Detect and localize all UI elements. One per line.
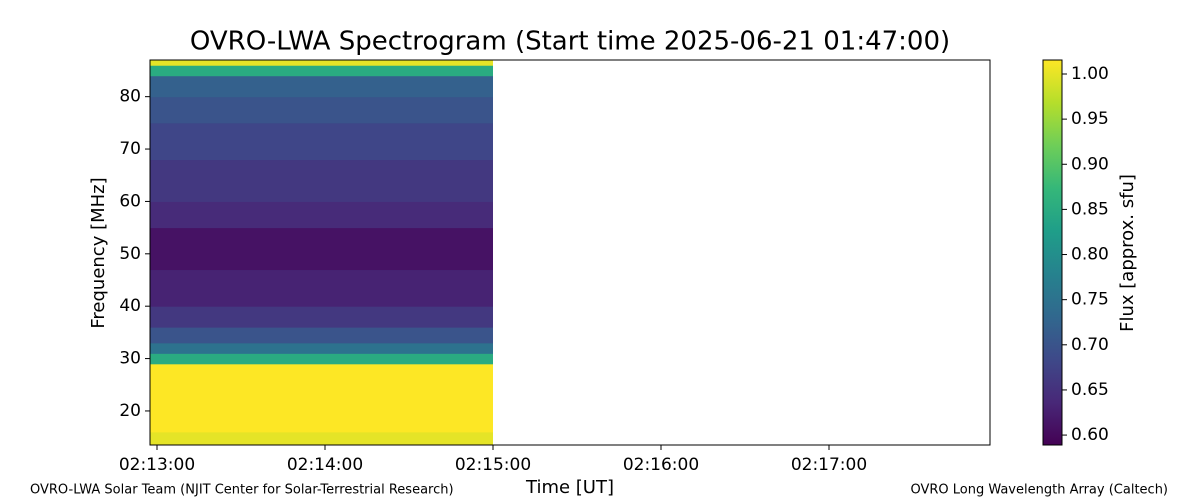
- x-tick-label: 02:14:00: [287, 455, 363, 475]
- spectrogram-cell: [150, 65, 493, 77]
- plot-frame: [149, 59, 991, 446]
- y-tick-label: 80: [119, 87, 141, 107]
- x-tick-label: 02:16:00: [623, 455, 699, 475]
- colorbar-tick-label: 0.60: [1071, 425, 1109, 445]
- spectrogram-cell: [150, 201, 493, 229]
- x-tick-label: 02:17:00: [791, 455, 867, 475]
- spectrogram-cell: [150, 227, 493, 271]
- y-tick-label: 60: [119, 191, 141, 211]
- footer-right: OVRO Long Wavelength Array (Caltech): [910, 483, 1168, 498]
- colorbar-tick-label: 0.95: [1071, 109, 1109, 129]
- colorbar-tick-label: 0.90: [1071, 154, 1109, 174]
- spectrogram-cell: [150, 269, 493, 307]
- spectrogram-cell: [150, 306, 493, 328]
- colorbar-label: Flux [approx. sfu]: [1117, 174, 1138, 332]
- spectrogram-cell: [150, 342, 493, 354]
- x-tick-label: 02:13:00: [119, 455, 195, 475]
- y-tick-label: 20: [119, 401, 141, 421]
- colorbar-tick-label: 0.75: [1071, 290, 1109, 310]
- y-axis-label: Frequency [MHz]: [88, 177, 109, 328]
- colorbar-tick-label: 1.00: [1071, 64, 1109, 84]
- spectrogram-cell: [150, 353, 493, 365]
- spectrogram-cell: [150, 122, 493, 161]
- colorbar-tick-label: 0.70: [1071, 335, 1109, 355]
- spectrogram-cell: [150, 431, 493, 446]
- y-tick-label: 50: [119, 244, 141, 264]
- spectrogram-cell: [150, 327, 493, 344]
- colorbar-tick-label: 0.80: [1071, 245, 1109, 265]
- x-tick-label: 02:15:00: [455, 455, 531, 475]
- colorbar-tick-label: 0.65: [1071, 380, 1109, 400]
- spectrogram-cell: [150, 159, 493, 202]
- footer-left: OVRO-LWA Solar Team (NJIT Center for Sol…: [30, 483, 454, 498]
- y-tick-label: 40: [119, 296, 141, 316]
- spectrogram-cell: [150, 96, 493, 124]
- y-tick-label: 70: [119, 139, 141, 159]
- spectrogram-cell: [150, 363, 493, 433]
- chart-title: OVRO-LWA Spectrogram (Start time 2025-06…: [190, 27, 950, 57]
- spectrogram-cell: [150, 60, 493, 66]
- colorbar-tick-label: 0.85: [1071, 199, 1109, 219]
- y-tick-label: 30: [119, 349, 141, 369]
- colorbar: [1042, 59, 1063, 446]
- spectrogram-cell: [150, 75, 493, 98]
- x-axis-label: Time [UT]: [525, 477, 614, 498]
